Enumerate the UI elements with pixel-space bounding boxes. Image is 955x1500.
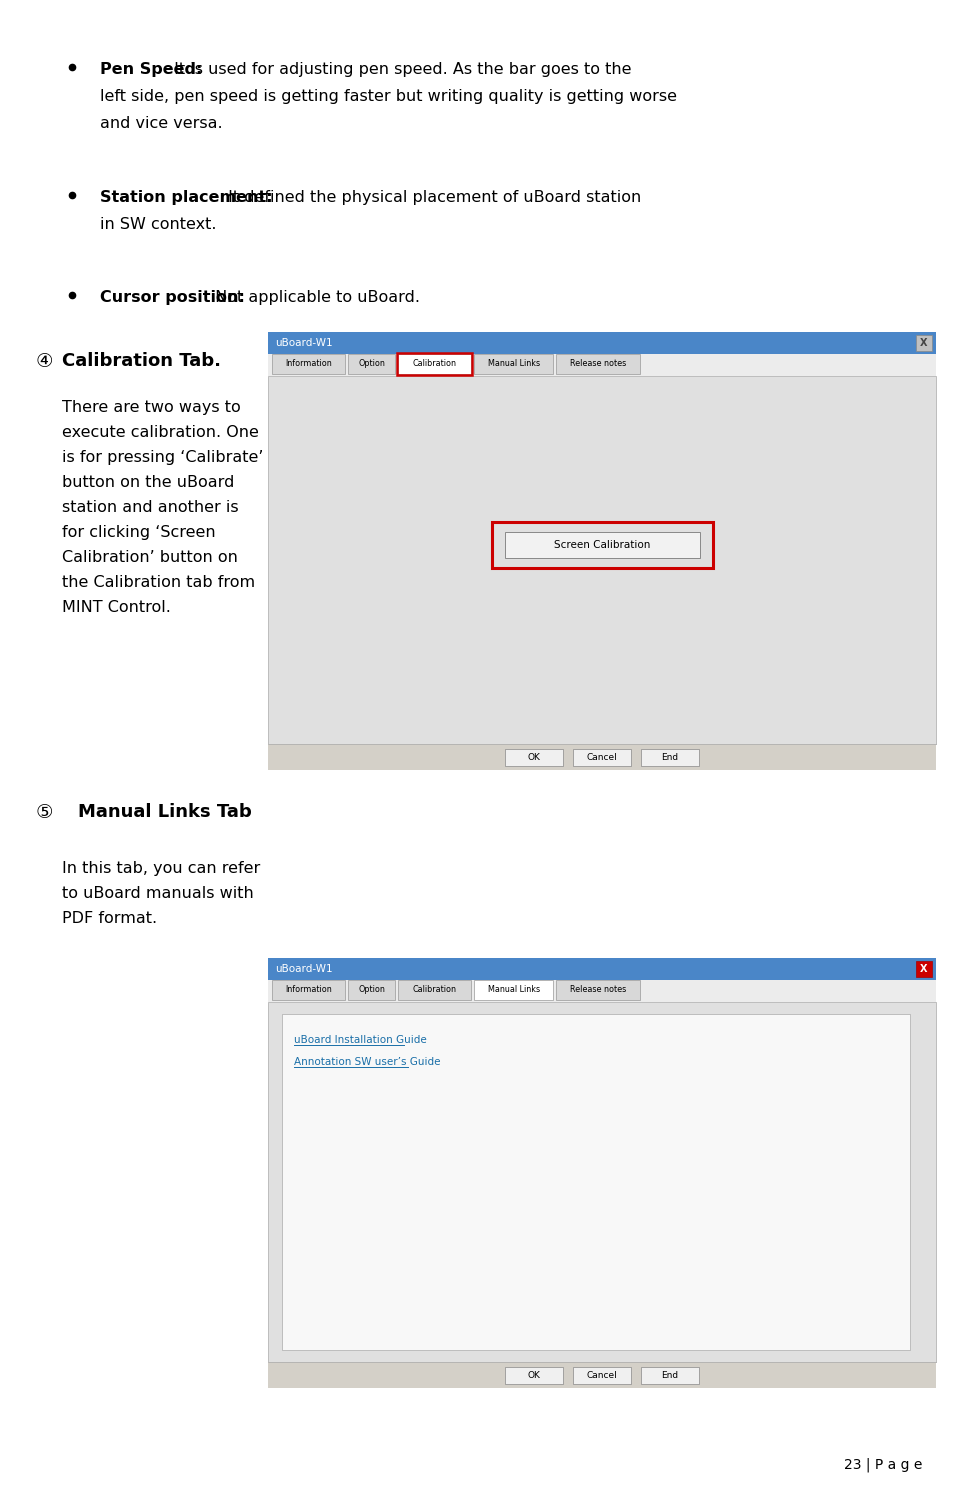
Text: End: End — [662, 753, 679, 762]
Text: Calibration Tab.: Calibration Tab. — [62, 352, 221, 370]
Bar — [398, 354, 471, 374]
Bar — [268, 744, 936, 770]
Text: MINT Control.: MINT Control. — [62, 600, 171, 615]
Text: It is used for adjusting pen speed. As the bar goes to the: It is used for adjusting pen speed. As t… — [168, 62, 631, 76]
Text: It defined the physical placement of uBoard station: It defined the physical placement of uBo… — [223, 190, 642, 206]
Text: There are two ways to: There are two ways to — [62, 400, 241, 416]
Text: uBoard Installation Guide: uBoard Installation Guide — [294, 1035, 427, 1046]
Text: Information: Information — [286, 986, 332, 994]
Bar — [641, 1366, 699, 1384]
Text: Option: Option — [358, 360, 385, 369]
Text: Not applicable to uBoard.: Not applicable to uBoard. — [209, 290, 419, 304]
Text: the Calibration tab from: the Calibration tab from — [62, 574, 255, 590]
Text: button on the uBoard: button on the uBoard — [62, 476, 234, 490]
Text: to uBoard manuals with: to uBoard manuals with — [62, 886, 254, 902]
Bar — [916, 334, 932, 351]
Bar — [556, 354, 640, 374]
Text: OK: OK — [527, 1371, 541, 1380]
Text: Option: Option — [358, 986, 385, 994]
Bar — [505, 1366, 563, 1384]
Text: In this tab, you can refer: In this tab, you can refer — [62, 861, 261, 876]
Bar — [268, 1362, 936, 1388]
Text: Manual Links: Manual Links — [488, 986, 540, 994]
Text: is for pressing ‘Calibrate’: is for pressing ‘Calibrate’ — [62, 450, 264, 465]
Bar — [268, 1002, 936, 1362]
Text: Cursor position:: Cursor position: — [100, 290, 244, 304]
Bar — [396, 352, 472, 375]
Bar — [268, 354, 936, 376]
Bar — [641, 748, 699, 766]
Bar — [268, 980, 936, 1002]
Text: execute calibration. One: execute calibration. One — [62, 424, 259, 439]
Text: station and another is: station and another is — [62, 500, 239, 514]
Text: Manual Links: Manual Links — [488, 360, 540, 369]
Text: Calibration: Calibration — [413, 360, 456, 369]
Bar — [268, 958, 936, 980]
Bar — [505, 748, 563, 766]
Bar — [398, 980, 471, 1000]
Bar — [504, 532, 699, 558]
Bar — [573, 1366, 631, 1384]
Bar — [475, 980, 553, 1000]
Bar — [475, 354, 553, 374]
Bar — [556, 980, 640, 1000]
Text: OK: OK — [527, 753, 541, 762]
Text: Cancel: Cancel — [586, 1371, 617, 1380]
Text: Cancel: Cancel — [586, 753, 617, 762]
Bar — [916, 962, 932, 976]
Text: Screen Calibration: Screen Calibration — [554, 540, 650, 550]
Text: uBoard-W1: uBoard-W1 — [275, 338, 332, 348]
Text: Annotation SW user’s Guide: Annotation SW user’s Guide — [294, 1058, 440, 1066]
Text: Calibration’ button on: Calibration’ button on — [62, 550, 238, 566]
Text: Release notes: Release notes — [570, 986, 626, 994]
Text: in SW context.: in SW context. — [100, 217, 217, 232]
Text: ⑤: ⑤ — [36, 802, 53, 822]
Bar — [349, 980, 394, 1000]
Text: Information: Information — [286, 360, 332, 369]
Bar — [573, 748, 631, 766]
Bar — [268, 376, 936, 744]
Text: left side, pen speed is getting faster but writing quality is getting worse: left side, pen speed is getting faster b… — [100, 88, 677, 104]
Text: and vice versa.: and vice versa. — [100, 116, 223, 130]
Bar — [268, 332, 936, 354]
Text: Calibration: Calibration — [413, 986, 456, 994]
Text: Manual Links Tab: Manual Links Tab — [78, 802, 252, 820]
Text: uBoard-W1: uBoard-W1 — [275, 964, 332, 974]
Text: for clicking ‘Screen: for clicking ‘Screen — [62, 525, 216, 540]
Text: PDF format.: PDF format. — [62, 910, 158, 926]
Bar — [349, 354, 394, 374]
Text: End: End — [662, 1371, 679, 1380]
Bar — [492, 522, 712, 568]
Text: 23 | P a g e: 23 | P a g e — [843, 1458, 922, 1472]
Text: Pen Speed:: Pen Speed: — [100, 62, 202, 76]
Bar — [272, 980, 346, 1000]
Text: X: X — [921, 338, 927, 348]
Bar — [272, 354, 346, 374]
Text: Release notes: Release notes — [570, 360, 626, 369]
Text: ④: ④ — [36, 352, 53, 370]
Text: Station placement:: Station placement: — [100, 190, 272, 206]
Bar — [282, 1014, 910, 1350]
Text: X: X — [921, 964, 927, 974]
